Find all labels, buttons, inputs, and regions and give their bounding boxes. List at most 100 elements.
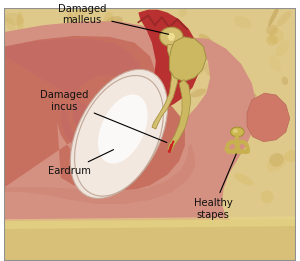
Ellipse shape [98, 94, 113, 108]
Ellipse shape [142, 26, 150, 40]
Ellipse shape [17, 12, 24, 33]
Polygon shape [4, 216, 296, 229]
Ellipse shape [211, 115, 226, 126]
Ellipse shape [268, 6, 279, 27]
Ellipse shape [41, 250, 48, 261]
Polygon shape [100, 103, 153, 174]
Ellipse shape [34, 214, 46, 233]
Ellipse shape [177, 161, 191, 174]
Ellipse shape [266, 35, 278, 45]
Polygon shape [152, 45, 179, 129]
Ellipse shape [275, 40, 290, 56]
Ellipse shape [103, 12, 113, 29]
Ellipse shape [215, 85, 225, 94]
Ellipse shape [164, 232, 176, 239]
Ellipse shape [57, 77, 68, 81]
Ellipse shape [201, 39, 206, 58]
Ellipse shape [232, 96, 240, 110]
Ellipse shape [86, 250, 95, 261]
Ellipse shape [130, 196, 137, 202]
Ellipse shape [135, 118, 146, 129]
Ellipse shape [106, 157, 122, 176]
Ellipse shape [38, 78, 53, 87]
Polygon shape [160, 27, 183, 46]
Ellipse shape [182, 79, 188, 88]
Ellipse shape [281, 77, 288, 85]
Text: Damaged
incus: Damaged incus [40, 90, 167, 143]
Ellipse shape [31, 145, 45, 154]
Ellipse shape [218, 148, 228, 158]
Polygon shape [4, 36, 185, 192]
Ellipse shape [137, 228, 148, 241]
Ellipse shape [127, 224, 139, 233]
Polygon shape [4, 21, 296, 261]
Ellipse shape [267, 154, 287, 172]
Ellipse shape [166, 157, 188, 171]
Ellipse shape [266, 25, 278, 35]
Polygon shape [169, 37, 206, 81]
Ellipse shape [60, 157, 81, 163]
Ellipse shape [58, 245, 65, 253]
Ellipse shape [70, 189, 82, 194]
Ellipse shape [74, 0, 88, 21]
Ellipse shape [142, 252, 154, 260]
Ellipse shape [61, 123, 66, 139]
Ellipse shape [156, 59, 176, 76]
Ellipse shape [111, 52, 131, 58]
Ellipse shape [107, 244, 122, 254]
Polygon shape [98, 94, 148, 164]
Ellipse shape [87, 119, 100, 131]
Ellipse shape [9, 184, 22, 195]
Polygon shape [70, 69, 168, 198]
Ellipse shape [199, 34, 213, 45]
Ellipse shape [52, 79, 65, 92]
Ellipse shape [4, 13, 24, 25]
Ellipse shape [191, 88, 206, 97]
Ellipse shape [135, 179, 148, 200]
Ellipse shape [155, 195, 165, 207]
Ellipse shape [222, 239, 232, 246]
Ellipse shape [149, 167, 170, 173]
Ellipse shape [52, 30, 68, 43]
Ellipse shape [137, 163, 142, 179]
Ellipse shape [204, 133, 216, 145]
Ellipse shape [261, 191, 273, 203]
Ellipse shape [8, 53, 18, 59]
Ellipse shape [152, 153, 163, 166]
Ellipse shape [269, 55, 281, 71]
Ellipse shape [233, 129, 238, 133]
Ellipse shape [269, 28, 284, 44]
Ellipse shape [89, 182, 96, 193]
Ellipse shape [8, 147, 27, 163]
Ellipse shape [72, 185, 85, 196]
Ellipse shape [82, 170, 99, 184]
Ellipse shape [1, 212, 15, 226]
Ellipse shape [204, 62, 218, 77]
Ellipse shape [38, 170, 44, 177]
Ellipse shape [105, 16, 123, 28]
Text: Healthy
stapes: Healthy stapes [194, 154, 236, 220]
Ellipse shape [68, 11, 74, 26]
Polygon shape [4, 39, 144, 157]
Text: Eardrum: Eardrum [48, 150, 113, 176]
Polygon shape [247, 93, 290, 142]
Polygon shape [4, 144, 195, 204]
Ellipse shape [184, 51, 195, 68]
Ellipse shape [269, 153, 284, 167]
Ellipse shape [198, 140, 214, 151]
Ellipse shape [276, 240, 287, 249]
Ellipse shape [97, 70, 117, 86]
Ellipse shape [110, 96, 130, 112]
Ellipse shape [134, 170, 143, 181]
Polygon shape [138, 10, 200, 129]
Ellipse shape [122, 200, 130, 207]
Ellipse shape [234, 16, 251, 28]
Ellipse shape [103, 220, 116, 240]
Ellipse shape [18, 33, 24, 43]
Ellipse shape [63, 210, 72, 217]
Ellipse shape [277, 11, 291, 27]
Polygon shape [167, 33, 175, 41]
Ellipse shape [24, 241, 38, 252]
Ellipse shape [158, 211, 171, 224]
Ellipse shape [248, 92, 256, 98]
